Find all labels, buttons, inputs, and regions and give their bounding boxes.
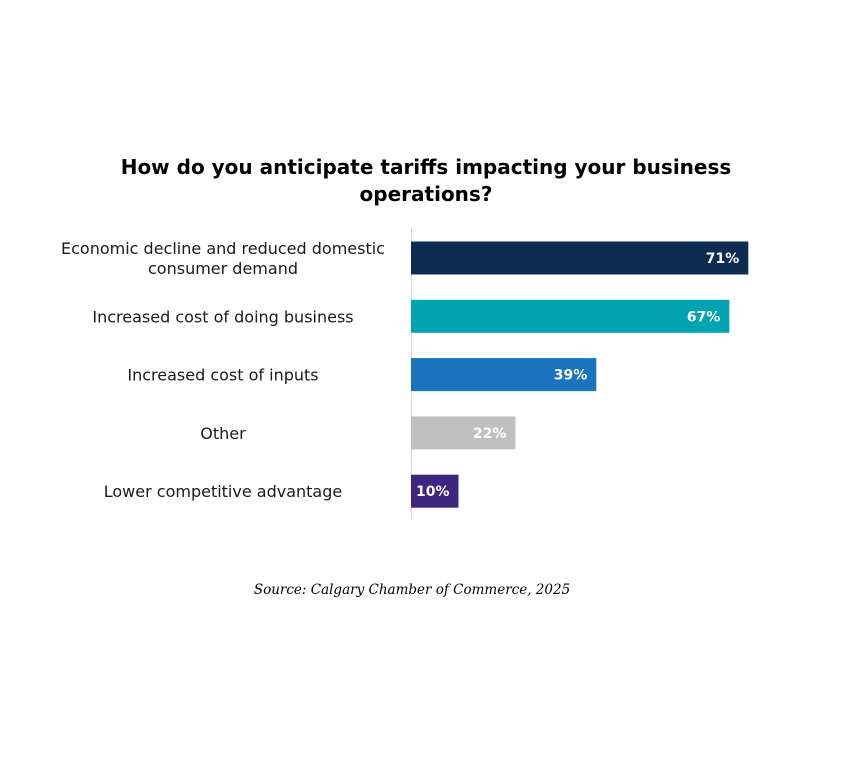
data-label: 22% — [473, 426, 507, 442]
data-label: 39% — [554, 368, 588, 384]
data-label: 71% — [706, 251, 740, 267]
data-label: 67% — [687, 309, 721, 325]
source-note: Source: Calgary Chamber of Commerce, 202… — [253, 582, 571, 598]
bar — [411, 241, 749, 275]
bar — [411, 358, 597, 392]
bar — [411, 416, 516, 450]
category-label: Other — [200, 424, 246, 443]
data-label: 10% — [416, 484, 450, 500]
category-label: Lower competitive advantage — [104, 482, 342, 501]
bar — [411, 299, 730, 333]
category-label: Increased cost of inputs — [127, 366, 318, 385]
category-label: Increased cost of doing business — [92, 307, 353, 326]
bar — [411, 474, 459, 508]
bars-layer: 71% Economic decline and reduced domestic… — [61, 239, 749, 508]
category-label: Economic decline and reduced domestic con… — [61, 239, 385, 278]
chart-title: How do you anticipate tariffs impacting … — [120, 155, 732, 206]
